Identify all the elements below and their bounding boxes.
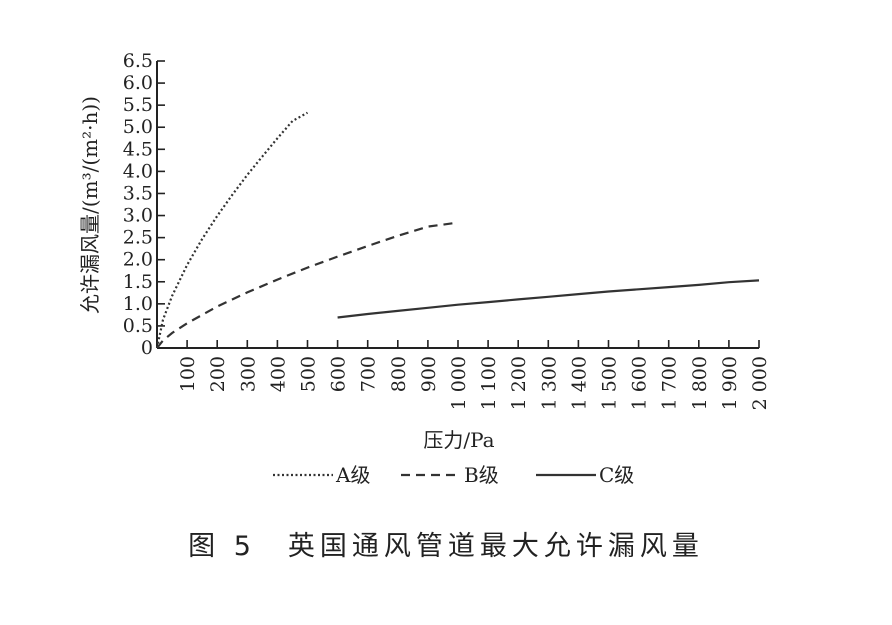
x-tick-label: 1 200 xyxy=(508,356,530,410)
y-tick-label: 1.5 xyxy=(123,271,153,293)
y-tick-label: 4.0 xyxy=(123,160,153,182)
y-axis-ticks: 00.51.01.52.02.53.03.54.04.55.05.56.06.5 xyxy=(123,50,165,359)
x-tick-label: 900 xyxy=(418,356,440,392)
x-tick-label: 1 900 xyxy=(719,356,741,410)
y-tick-label: 5.0 xyxy=(123,116,153,138)
y-tick-label: 3.0 xyxy=(123,205,153,227)
x-tick-label: 700 xyxy=(358,356,380,392)
y-tick-label: 3.5 xyxy=(123,182,153,204)
figure-caption: 图 5 英国通风管道最大允许漏风量 xyxy=(188,531,704,562)
x-tick-label: 300 xyxy=(237,356,259,392)
y-tick-label: 6.0 xyxy=(123,72,153,94)
x-tick-label: 500 xyxy=(298,356,320,392)
legend-label: A级 xyxy=(335,463,370,487)
x-tick-label: 1 100 xyxy=(478,356,500,410)
x-tick-label: 1 700 xyxy=(659,356,681,410)
x-tick-label: 1 000 xyxy=(448,356,470,410)
x-axis-ticks: 100 200 300 400 500 600 700 800 900 1 000 1 100 1 2… xyxy=(177,340,771,410)
legend-label: B级 xyxy=(464,463,499,487)
y-tick-label: 2.5 xyxy=(123,227,153,249)
x-tick-label: 1 300 xyxy=(538,356,560,410)
x-tick-label: 200 xyxy=(207,356,229,392)
legend: A级 B级 C级 xyxy=(273,463,634,487)
y-tick-label: 4.5 xyxy=(123,138,153,160)
y-tick-label: 0.5 xyxy=(123,315,153,337)
y-tick-label: 6.5 xyxy=(123,50,153,72)
x-tick-label: 1 500 xyxy=(599,356,621,410)
series-lines xyxy=(155,111,760,349)
x-tick-label: 800 xyxy=(388,356,410,392)
chart-canvas: 100 200 300 400 500 600 700 800 900 1 000 1 100 1 2… xyxy=(78,50,771,487)
series-line-dotted xyxy=(155,111,309,349)
y-tick-label: 0 xyxy=(141,337,153,359)
x-tick-label: 600 xyxy=(328,356,350,392)
y-tick-label: 2.0 xyxy=(123,249,153,271)
x-tick-label: 1 600 xyxy=(629,356,651,410)
y-tick-label: 5.5 xyxy=(123,94,153,116)
y-tick-label: 1.0 xyxy=(123,293,153,315)
series-line-dashed xyxy=(156,221,459,349)
x-tick-label: 400 xyxy=(267,356,289,392)
x-tick-label: 1 400 xyxy=(568,356,590,410)
x-tick-label: 2 000 xyxy=(749,356,771,410)
y-axis-label: 允许漏风量/(m³/(m²·h)) xyxy=(78,96,102,314)
legend-label: C级 xyxy=(599,463,634,487)
x-tick-label: 1 800 xyxy=(689,356,711,410)
x-tick-label: 100 xyxy=(177,356,199,392)
series-line-solid xyxy=(337,279,760,319)
x-axis-label: 压力/Pa xyxy=(423,428,494,452)
